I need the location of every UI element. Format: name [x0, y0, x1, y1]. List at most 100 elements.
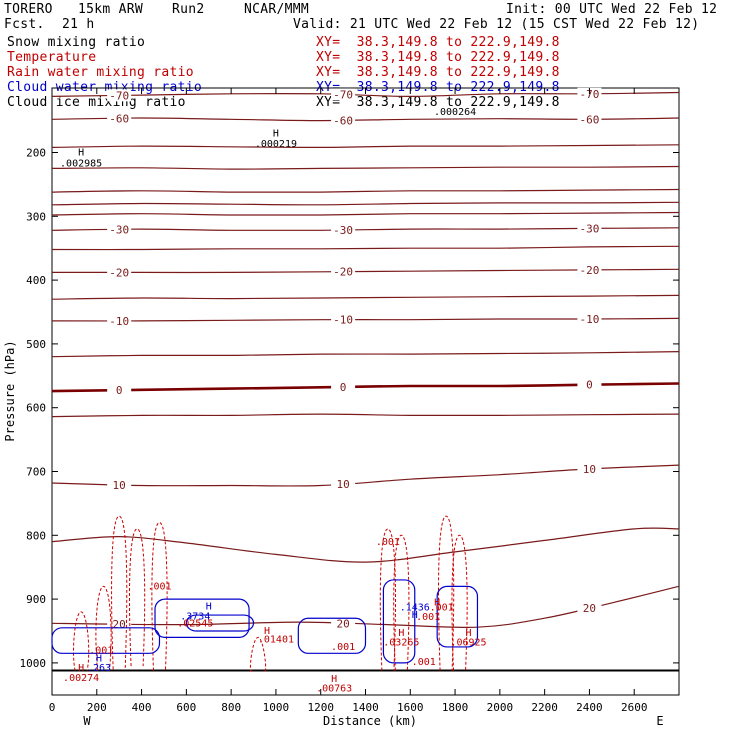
run-name: Run2 — [172, 2, 205, 17]
rain-contour — [128, 528, 146, 667]
field-label: .1436 — [400, 603, 430, 614]
isotherm-line — [51, 351, 680, 358]
field-label: .001 — [376, 537, 400, 548]
rain-contour — [451, 534, 468, 671]
isotherm-label: -10 — [579, 313, 599, 326]
field-labels: H.000219H.002985.000264.001.001.001.001.… — [60, 107, 487, 695]
y-tick-label: 700 — [26, 466, 46, 479]
isotherm-label: -10 — [109, 315, 129, 328]
isotherm-label: -20 — [579, 264, 599, 277]
x-tick-label: 1600 — [397, 701, 424, 714]
field-label: H — [206, 601, 212, 612]
field-label: .001 — [331, 642, 355, 653]
x-axis-title: Distance (km) — [323, 714, 417, 728]
isotherm-line — [51, 245, 680, 251]
isotherm-label-bg — [577, 222, 602, 235]
isotherm-line — [51, 211, 680, 216]
isotherm-label: -60 — [109, 112, 129, 125]
isotherm-line — [51, 188, 680, 193]
isotherm-label-bg — [331, 114, 356, 127]
isotherm-label: -30 — [109, 223, 129, 236]
x-tick-label: 2200 — [531, 701, 558, 714]
y-tick-label: 800 — [26, 529, 46, 542]
field-label: .001 — [412, 657, 436, 668]
isotherm-label-bg — [577, 462, 602, 475]
temperature-isotherms: -70 -70 -70 -60 -60 -60 -30 -30 -30 -20 -20 -20 -10 -… — [51, 87, 680, 672]
isotherm-label: -20 — [333, 266, 353, 279]
isotherm-label-bg — [331, 224, 356, 237]
x-tick-label: 2600 — [621, 701, 648, 714]
field-label: H — [78, 663, 84, 674]
rain-contour — [393, 534, 410, 671]
isotherm-label: 10 — [336, 478, 349, 491]
x-tick-label: 1800 — [442, 701, 469, 714]
axes: 0 200 400 600 800 1000 1200 1400 1600 1800 2000 220… — [20, 88, 679, 714]
x-tick-label: 1400 — [352, 701, 379, 714]
y-tick-label: 400 — [26, 274, 46, 287]
isotherm-label-bg — [107, 89, 132, 102]
model-name: TORERO — [4, 2, 53, 17]
legend-snow-name: Snow mixing ratio — [7, 35, 146, 50]
isotherm-label: -10 — [333, 314, 353, 327]
isotherm-label: 20 — [336, 617, 349, 630]
cloud-water-contour — [382, 579, 416, 664]
cloud-water-contour — [154, 598, 250, 638]
isotherm-label-bg — [107, 266, 132, 279]
isotherm-label-bg — [331, 313, 356, 326]
isotherm-label: -30 — [579, 222, 599, 235]
isotherm-line — [51, 413, 680, 418]
field-label: .00274 — [63, 673, 99, 684]
field-label: H — [96, 654, 102, 665]
isotherm-line — [51, 201, 680, 206]
isotherm-label-bg — [107, 617, 132, 630]
isotherm-label-bg — [577, 263, 602, 276]
west-label: W — [83, 714, 91, 728]
hydrometeor-contours — [51, 515, 479, 672]
rain-contour — [151, 522, 168, 671]
isotherm-label: 0 — [116, 384, 123, 397]
isotherm-label: -60 — [579, 113, 599, 126]
rain-contour — [73, 611, 90, 671]
isotherm-label: 20 — [583, 602, 596, 615]
field-label: .000219 — [255, 139, 297, 150]
isotherm-label-bg — [577, 378, 602, 391]
init-time: Init: 00 UTC Wed 22 Feb 12 — [506, 2, 718, 17]
field-label: H — [331, 674, 337, 685]
x-tick-label: 2400 — [576, 701, 603, 714]
isotherm-label: 0 — [586, 379, 593, 392]
isotherm-label-bg — [331, 88, 356, 101]
x-tick-label: 2000 — [487, 701, 514, 714]
isotherm-label: 20 — [113, 618, 126, 631]
isotherm-line — [51, 165, 680, 170]
field-label: .03265 — [383, 638, 419, 649]
field-label: .001 — [89, 645, 113, 656]
x-tick-label: 1200 — [307, 701, 334, 714]
rain-contour — [249, 636, 267, 672]
isotherm-label: 10 — [113, 479, 126, 492]
field-label: .01401 — [258, 634, 294, 645]
isotherm-label: -70 — [109, 89, 129, 102]
field-label: .3734 — [180, 612, 210, 623]
x-tick-label: 200 — [87, 701, 107, 714]
isotherm-label-bg — [107, 223, 132, 236]
x-tick-label: 800 — [221, 701, 241, 714]
y-tick-label: 900 — [26, 593, 46, 606]
field-label: H — [264, 626, 270, 637]
isotherm-label: -70 — [579, 88, 599, 101]
isotherm-label-bg — [577, 313, 602, 326]
isotherm-label-bg — [577, 113, 602, 126]
isotherm-line — [51, 527, 680, 563]
legend-rain-xy: XY= 38.3,149.8 to 222.9,149.8 — [316, 65, 560, 80]
isotherm-label-bg — [107, 478, 132, 491]
isotherm-label-bg — [107, 314, 132, 327]
rain-contour — [379, 528, 396, 671]
valid-time: Valid: 21 UTC Wed 22 Feb 12 (15 CST Wed … — [293, 17, 700, 32]
field-label: .001 — [416, 612, 440, 623]
isotherm-label: 0 — [340, 381, 347, 394]
isotherm-label: -70 — [333, 88, 353, 101]
field-label: H — [412, 610, 418, 621]
x-tick-label: 400 — [132, 701, 152, 714]
legend-temperature-xy: XY= 38.3,149.8 to 222.9,149.8 — [316, 50, 560, 65]
field-label: .02545 — [177, 619, 213, 630]
